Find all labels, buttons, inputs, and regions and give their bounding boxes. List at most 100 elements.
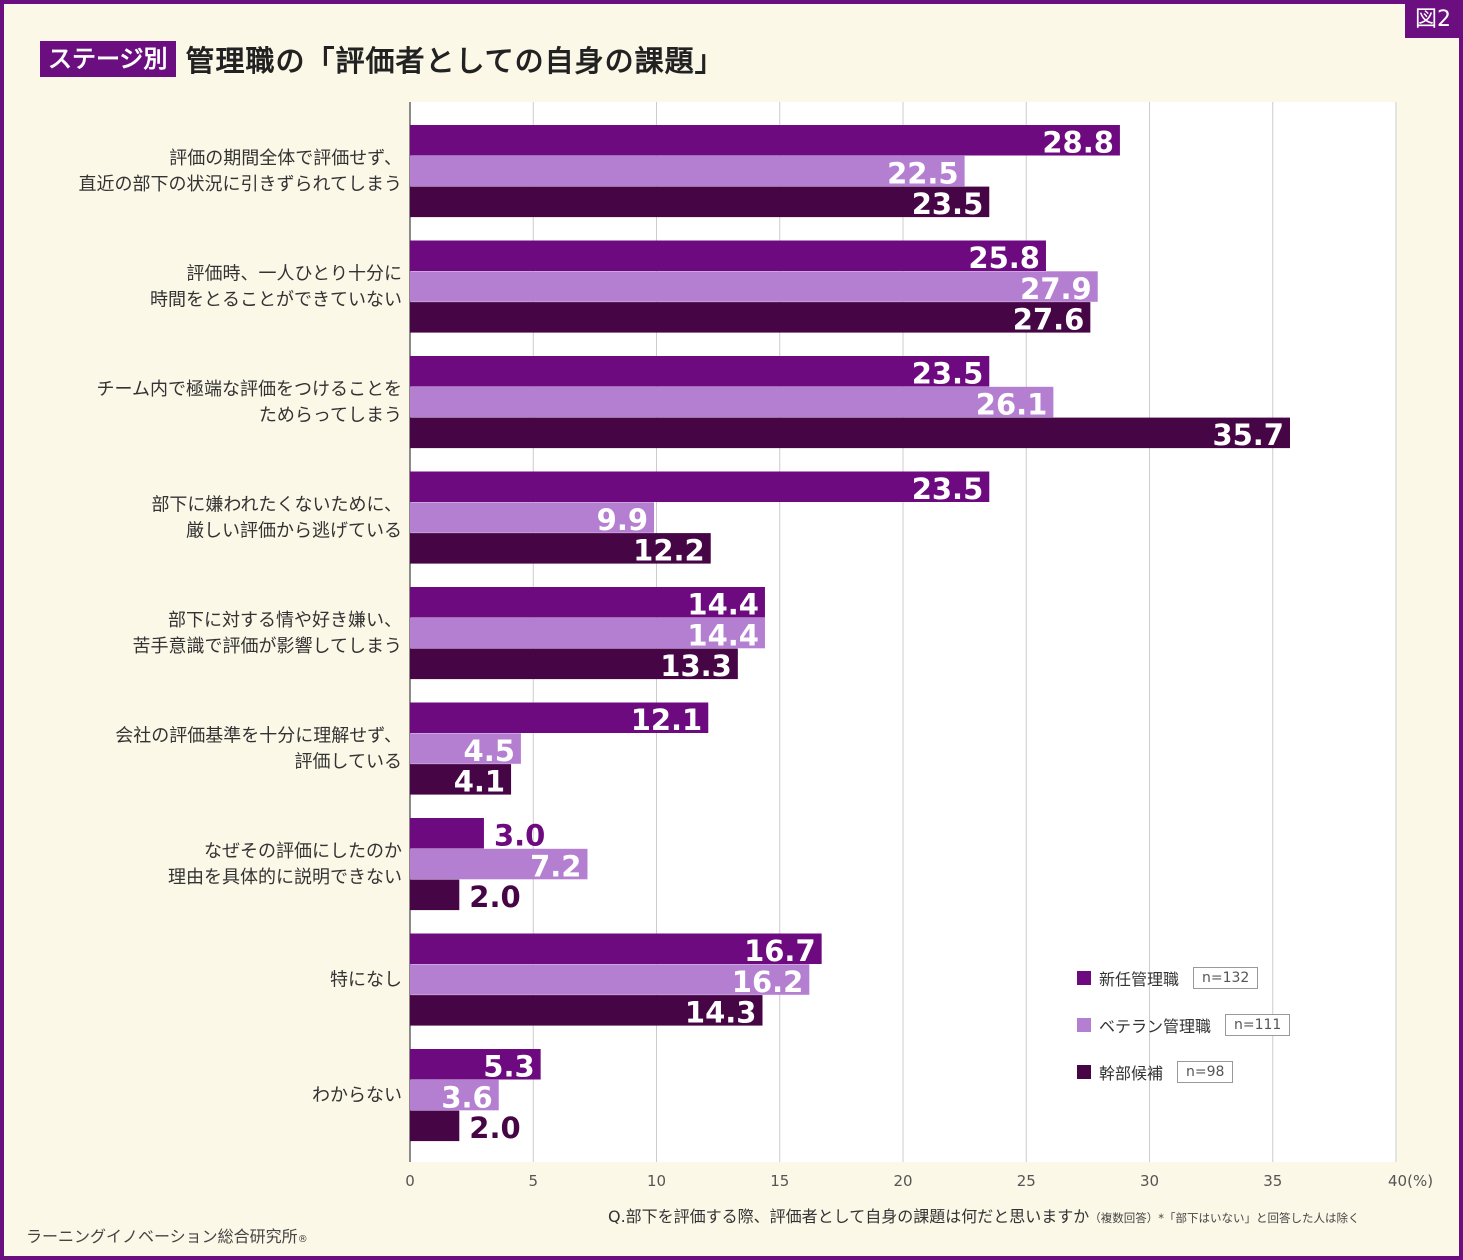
bar	[410, 818, 484, 849]
legend-swatch	[1077, 1018, 1091, 1032]
bar	[410, 155, 965, 187]
x-tick-label: 40(%)	[1388, 1172, 1433, 1190]
figure-tag: 図2	[1405, 4, 1459, 38]
x-tick-label: 10	[647, 1172, 666, 1190]
legend-series-name: 幹部候補	[1099, 1064, 1164, 1083]
bar	[410, 648, 738, 680]
category-label: 部下に対する情や好き嫌い、	[168, 610, 402, 631]
bar	[410, 995, 763, 1026]
bar	[410, 964, 810, 995]
bar	[410, 879, 460, 911]
data-label: 27.9	[1020, 272, 1092, 306]
category-label: 評価時、一人ひとり十分に	[187, 263, 402, 284]
survey-question: Q.部下を評価する際、評価者として自身の課題は何だと思いますか（複数回答）*「部…	[608, 1203, 1359, 1227]
category-label: 直近の部下の状況に引きずられてしまう	[79, 174, 402, 195]
data-label: 23.5	[912, 357, 984, 391]
bar	[410, 356, 990, 387]
data-label: 2.0	[469, 880, 520, 914]
category-label: 部下に嫌われたくないために、	[151, 494, 402, 515]
company-credit: ラーニングイノベーション総合研究所®	[26, 1223, 308, 1247]
bar	[410, 471, 990, 502]
legend-series-name: 新任管理職	[1099, 970, 1180, 989]
legend: 新任管理職 n=132 ベテラン管理職 n=111 幹部候補 n=98	[1077, 967, 1291, 1109]
data-label: 35.7	[1212, 418, 1284, 452]
legend-sample-size: n=111	[1225, 1014, 1291, 1036]
data-label: 26.1	[976, 387, 1048, 421]
x-tick-label: 5	[528, 1172, 538, 1190]
category-label: なぜその評価にしたのか	[204, 841, 402, 862]
bar	[410, 848, 588, 880]
x-tick-label: 30	[1140, 1172, 1159, 1190]
data-label: 28.8	[1042, 126, 1114, 160]
x-tick-label: 20	[893, 1172, 912, 1190]
data-label: 23.5	[912, 187, 984, 221]
category-label: 特になし	[330, 969, 402, 990]
data-label: 16.2	[732, 965, 804, 999]
legend-swatch	[1077, 971, 1091, 985]
data-label: 7.2	[530, 849, 581, 883]
data-label: 2.0	[469, 1111, 520, 1145]
bar	[410, 533, 711, 564]
data-label: 14.3	[685, 996, 757, 1030]
bar	[410, 702, 709, 733]
x-tick-label: 35	[1263, 1172, 1282, 1190]
x-tick-label: 0	[405, 1172, 415, 1190]
bar	[410, 1049, 541, 1080]
registered-mark: ®	[297, 1234, 308, 1245]
data-label: 5.3	[483, 1050, 534, 1084]
bar	[410, 1110, 460, 1142]
company-name: ラーニングイノベーション総合研究所	[26, 1227, 298, 1246]
data-label: 3.6	[441, 1080, 492, 1114]
bar	[410, 733, 521, 764]
category-label: 理由を具体的に説明できない	[168, 867, 402, 888]
data-label: 9.9	[597, 503, 648, 537]
bar	[410, 587, 765, 618]
category-label: わからない	[312, 1085, 402, 1106]
bar	[410, 186, 990, 218]
bar	[410, 302, 1091, 333]
legend-sample-size: n=98	[1177, 1061, 1234, 1083]
bar	[410, 271, 1098, 302]
bar	[410, 125, 1120, 156]
legend-sample-size: n=132	[1193, 967, 1259, 989]
bar	[410, 933, 822, 964]
data-label: 16.7	[744, 934, 816, 968]
data-label: 22.5	[887, 156, 959, 190]
category-label: チーム内で極端な評価をつけることを	[97, 379, 402, 400]
category-label: ためらってしまう	[259, 405, 402, 426]
data-label: 27.6	[1013, 303, 1085, 337]
legend-item: 新任管理職 n=132	[1077, 967, 1290, 989]
question-text: Q.部下を評価する際、評価者として自身の課題は何だと思いますか	[608, 1207, 1090, 1226]
bar	[410, 240, 1046, 271]
legend-item: 幹部候補 n=98	[1077, 1061, 1290, 1083]
category-label: 厳しい評価から逃げている	[186, 520, 402, 541]
bar	[410, 386, 1054, 418]
category-label: 時間をとることができていない	[150, 289, 402, 310]
bar	[410, 764, 512, 795]
x-tick-label: 15	[770, 1172, 789, 1190]
data-label: 12.1	[631, 703, 703, 737]
data-label: 25.8	[968, 241, 1040, 275]
legend-swatch	[1077, 1065, 1091, 1079]
bar	[410, 1079, 499, 1111]
stage-badge: ステージ別	[40, 41, 176, 77]
x-tick-label: 25	[1017, 1172, 1036, 1190]
data-label: 14.4	[687, 588, 759, 622]
bar	[410, 502, 655, 533]
category-label: 会社の評価基準を十分に理解せず、	[115, 725, 402, 746]
data-label: 12.2	[633, 534, 705, 568]
bar	[410, 417, 1291, 449]
data-label: 23.5	[912, 472, 984, 506]
legend-series-name: ベテラン管理職	[1099, 1017, 1212, 1036]
data-label: 4.1	[454, 765, 505, 799]
data-label: 14.4	[687, 618, 759, 652]
data-label: 3.0	[494, 819, 545, 853]
category-label: 苦手意識で評価が影響してしまう	[133, 636, 402, 657]
data-label: 13.3	[660, 649, 732, 683]
title-row: ステージ別 管理職の「評価者としての自身の課題」	[40, 38, 725, 80]
category-label: 評価の期間全体で評価せず、	[169, 148, 402, 169]
chart-title: 管理職の「評価者としての自身の課題」	[185, 44, 725, 78]
data-label: 4.5	[464, 734, 515, 768]
bar-chart: 28.822.523.525.827.927.623.526.135.723.5…	[79, 102, 1433, 1190]
